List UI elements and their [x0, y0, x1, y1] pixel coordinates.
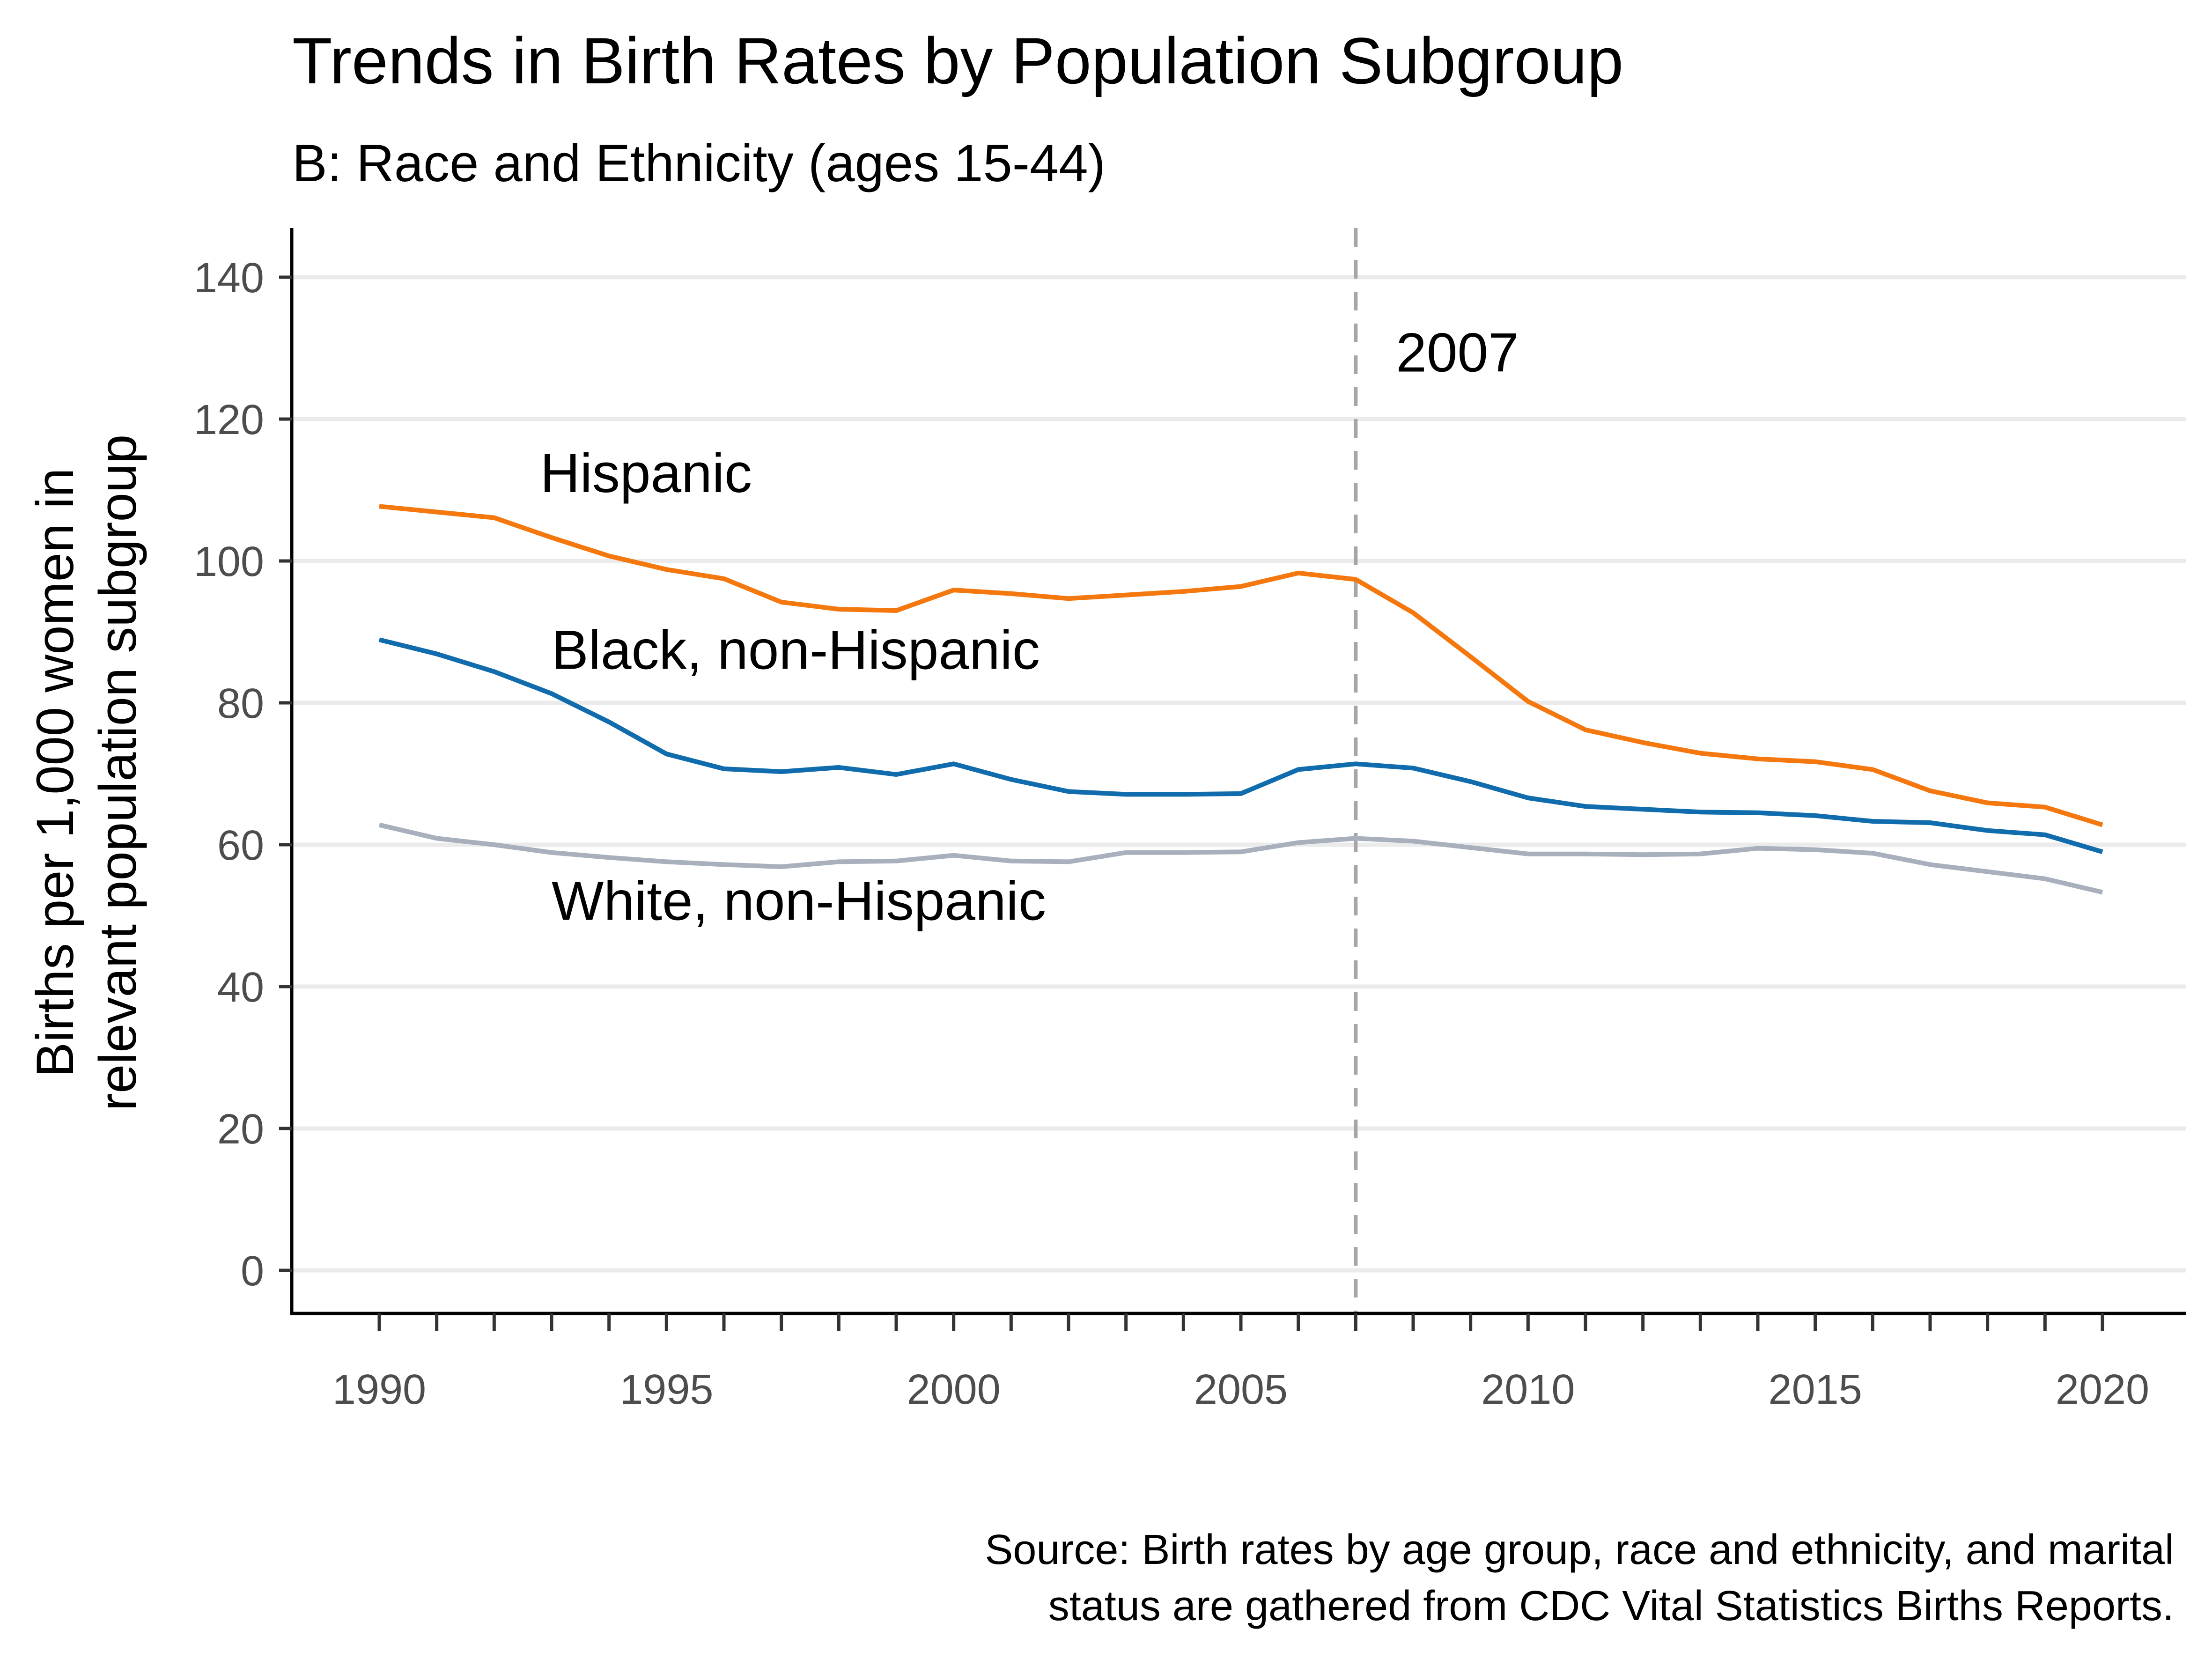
- y-axis-ticks: 0 20 40 60 80 100 120 140: [194, 255, 292, 1295]
- gridlines: [292, 275, 2186, 1273]
- series-lines: [378, 504, 2103, 895]
- y-tick-label-60: 60: [217, 822, 264, 869]
- reference-line-label: 2007: [1396, 322, 1519, 383]
- series-line-white-non-hispanic: [378, 822, 2103, 895]
- y-tick-label-120: 120: [194, 397, 264, 443]
- x-axis-ticks: 1990 1995 2000 2005 2010 2015 2020: [332, 1313, 2149, 1413]
- series-labels: Hispanic Black, non-Hispanic White, non-Hi…: [540, 442, 1046, 932]
- x-tick-label-1990: 1990: [332, 1366, 426, 1413]
- reference-line-group: 2007: [1354, 228, 1519, 1313]
- x-tick-label-2015: 2015: [1769, 1366, 1862, 1413]
- chart-subtitle: B: Race and Ethnicity (ages 15-44): [292, 134, 1106, 192]
- y-tick-label-40: 40: [217, 964, 264, 1011]
- x-tick-label-2005: 2005: [1194, 1366, 1288, 1413]
- series-label-hispanic: Hispanic: [540, 442, 752, 504]
- series-label-white-non-hispanic: White, non-Hispanic: [552, 870, 1046, 932]
- series-line-hispanic: [379, 504, 2103, 827]
- source-caption-line-2: status are gathered from CDC Vital Stati…: [1048, 1583, 2174, 1630]
- y-axis-title-line-1: Births per 1,000 women in: [26, 468, 84, 1077]
- y-axis-title-line-2: relevant population subgroup: [88, 435, 147, 1111]
- y-tick-label-20: 20: [217, 1106, 264, 1153]
- chart-title: Trends in Birth Rates by Population Subg…: [292, 24, 1623, 97]
- x-tick-label-2010: 2010: [1481, 1366, 1575, 1413]
- series-line-black-non-hispanic: [378, 637, 2103, 854]
- x-tick-label-1995: 1995: [619, 1366, 713, 1413]
- y-tick-label-100: 100: [194, 538, 264, 585]
- y-tick-label-0: 0: [241, 1248, 264, 1295]
- y-tick-label-80: 80: [217, 680, 264, 727]
- x-tick-label-2000: 2000: [907, 1366, 1001, 1413]
- x-tick-label-2020: 2020: [2056, 1366, 2149, 1413]
- source-caption-line-1: Source: Birth rates by age group, race a…: [985, 1526, 2174, 1573]
- y-tick-label-140: 140: [194, 255, 264, 302]
- series-label-black-non-hispanic: Black, non-Hispanic: [552, 619, 1040, 681]
